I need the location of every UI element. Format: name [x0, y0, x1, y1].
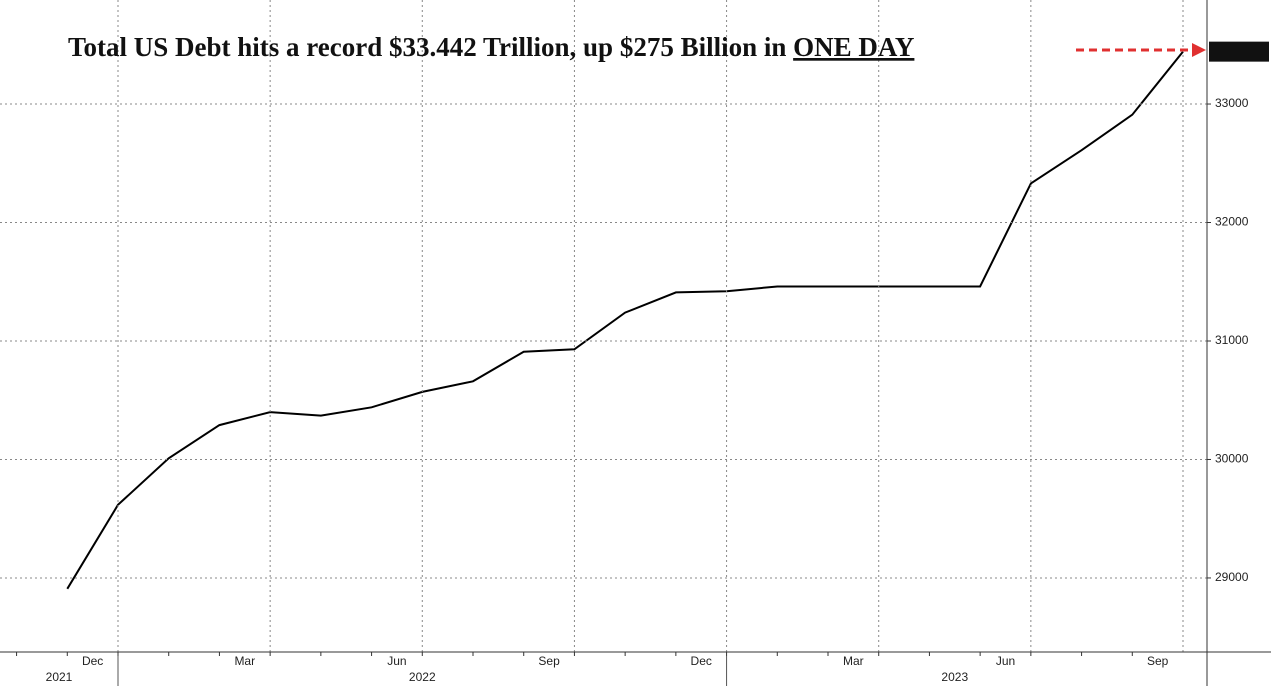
x-tick-label: Jun: [387, 654, 406, 668]
x-tick-label: Jun: [996, 654, 1015, 668]
title-text: Total US Debt hits a record $33.442 Tril…: [68, 32, 786, 62]
title-emphasis: ONE DAY: [793, 32, 914, 62]
year-label: 2022: [409, 670, 436, 684]
x-tick-label: Sep: [1147, 654, 1169, 668]
x-tick-label: Sep: [538, 654, 560, 668]
data-line: [66, 50, 1184, 590]
x-tick-label: Mar: [843, 654, 864, 668]
x-tick-label: Mar: [234, 654, 255, 668]
year-label: 2021: [46, 670, 73, 684]
chart-title: Total US Debt hits a record $33.442 Tril…: [68, 32, 914, 62]
annotation-arrowhead: [1192, 43, 1206, 57]
year-label: 2023: [941, 670, 968, 684]
y-tick-label: 31000: [1215, 333, 1249, 347]
value-label-box: [1209, 41, 1269, 62]
x-tick-label: Dec: [82, 654, 103, 668]
y-tick-label: 33000: [1215, 96, 1249, 110]
y-tick-label: 30000: [1215, 452, 1249, 466]
x-tick-label: Dec: [691, 654, 712, 668]
y-tick-label: 32000: [1215, 215, 1249, 229]
y-tick-label: 29000: [1215, 570, 1249, 584]
